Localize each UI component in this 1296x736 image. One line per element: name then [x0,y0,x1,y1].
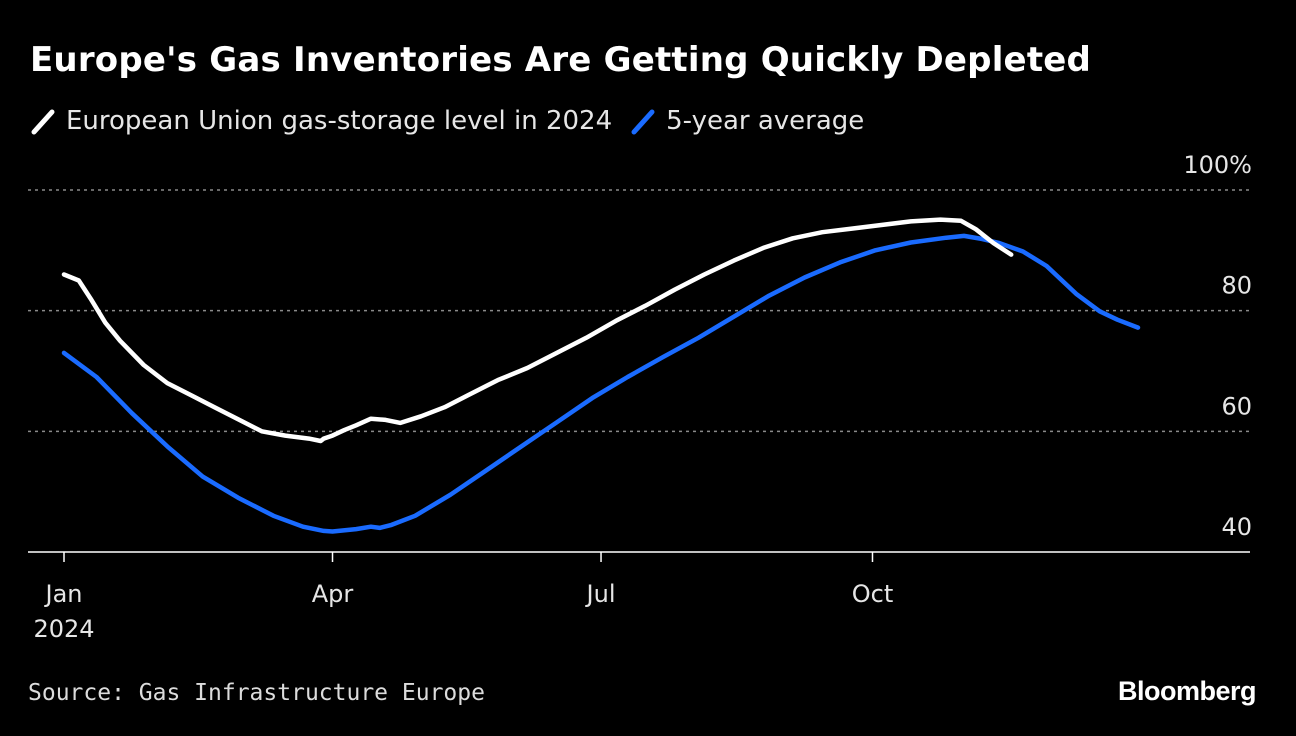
chart-title: Europe's Gas Inventories Are Getting Qui… [30,40,1092,80]
y-tick-label-80: 80 [1221,272,1252,300]
series-line-eu-2024 [61,217,1014,444]
bloomberg-logo: Bloomberg [1117,676,1257,706]
legend-item-eu-2024: European Union gas-storage level in 2024 [30,106,612,136]
x-tick-label-apr: Apr [312,580,354,608]
y-tick-label-100: 100% [1183,151,1252,179]
legend: European Union gas-storage level in 2024… [30,106,882,136]
legend-swatch-line-eu-2024 [31,109,55,135]
x-tick-label-jan: Jan [44,580,83,608]
x-tick-label-oct: Oct [852,580,894,608]
series-line-5yr-avg [61,233,1141,534]
y-tick-label-60: 60 [1221,392,1252,420]
legend-item-5yr-avg: 5-year average [630,106,864,136]
x-tick-label-jul: Jul [585,580,616,608]
legend-swatch-line-5yr-avg [631,109,655,135]
source-note: Source: Gas Infrastructure Europe [28,680,485,706]
x-axis: Jan 2024 Apr Jul Oct [28,551,1250,643]
legend-label-eu-2024: European Union gas-storage level in 2024 [66,106,613,136]
legend-swatch-5yr-avg [631,109,655,135]
series-lines [61,217,1141,534]
y-tick-label-40: 40 [1221,513,1252,541]
y-axis-labels: 100% 80 60 40 [1183,151,1252,541]
x-tick-sublabel-year: 2024 [33,615,94,643]
legend-swatch-eu-2024 [31,109,55,135]
legend-label-5yr-avg: 5-year average [666,106,865,136]
